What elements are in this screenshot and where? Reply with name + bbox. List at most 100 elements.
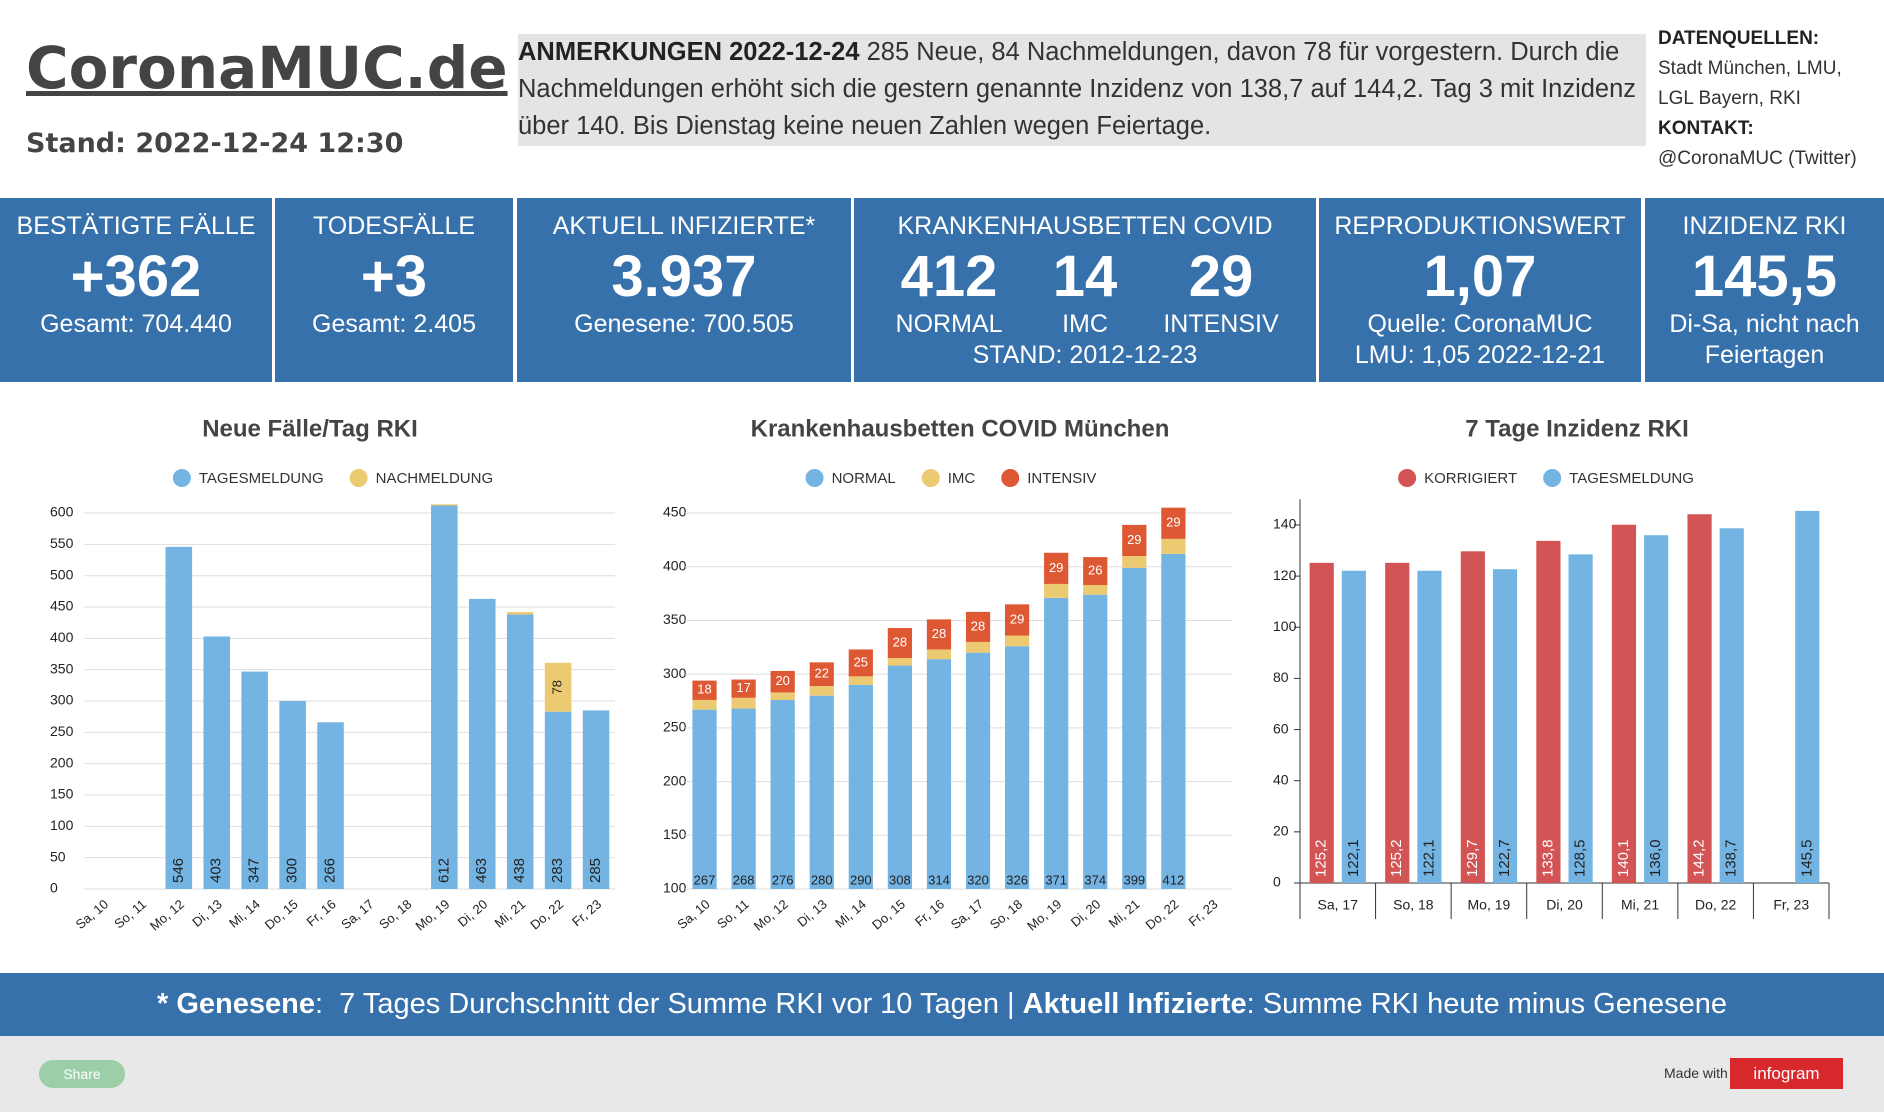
kpi-label: INZIDENZ RKI	[1682, 212, 1847, 240]
chart-title: 7 Tage Inzidenz RKI	[1465, 415, 1689, 442]
x-tick-label: Mi, 14	[226, 896, 263, 930]
value-label: 283	[549, 858, 566, 883]
y-tick-label: 550	[50, 535, 74, 551]
share-button[interactable]: Share	[39, 1060, 125, 1088]
value-label: 326	[1006, 872, 1028, 887]
sources-heading: DATENQUELLEN:	[1658, 28, 1820, 49]
y-tick-label: 0	[1273, 874, 1281, 890]
x-tick-label: Do, 22	[1143, 896, 1182, 932]
bar	[431, 504, 458, 506]
kpi-card: REPRODUKTIONSWERT 1,07 Quelle: CoronaMUC…	[1319, 198, 1641, 382]
contact: @CoronaMUC (Twitter)	[1658, 148, 1857, 169]
bar	[965, 611, 991, 642]
bar	[317, 722, 344, 889]
x-tick-label: Sa, 17	[338, 896, 376, 932]
bar	[468, 598, 496, 889]
legend-label: IMC	[948, 470, 976, 487]
kpi-card: INZIDENZ RKI 145,5 Di-Sa, nicht nach Fei…	[1645, 198, 1884, 382]
bar	[809, 695, 834, 889]
value-label: 136,0	[1647, 839, 1664, 877]
bar	[1611, 524, 1637, 883]
x-tick-label: Mo, 19	[1024, 896, 1064, 933]
legend: TAGESMELDUNG NACHMELDUNG	[172, 469, 493, 487]
value-label: 144,2	[1691, 839, 1708, 877]
x-tick-label: Sa, 17	[948, 896, 986, 932]
legend-marker	[1543, 469, 1562, 487]
kpi-sub: LMU: 1,05 2022-12-21	[1354, 341, 1606, 369]
kpi-value: +3	[360, 244, 428, 309]
y-tick-label: 500	[50, 566, 74, 582]
bar	[887, 627, 913, 659]
chart-title: Neue Fälle/Tag RKI	[202, 415, 418, 442]
contact-heading: KONTAKT:	[1658, 118, 1754, 139]
bar	[926, 619, 952, 650]
bar	[544, 662, 572, 712]
value-label: 78	[550, 680, 565, 694]
footer-text: : 7 Tages Durchschnitt der Summe RKI vor…	[314, 988, 1023, 1020]
y-tick-label: 350	[663, 611, 687, 627]
value-label: 29	[1166, 515, 1180, 530]
y-tick-label: 450	[663, 504, 687, 520]
legend: KORRIGIERT TAGESMELDUNG	[1398, 469, 1694, 487]
x-tick-label: Fr, 16	[304, 896, 339, 929]
bar	[770, 692, 795, 700]
y-tick-label: 150	[50, 786, 74, 802]
value-label: 29	[1049, 560, 1063, 575]
kpi-value: 1,07	[1423, 244, 1537, 309]
legend-label: TAGESMELDUNG	[199, 470, 324, 487]
kpi-card: TODESFÄLLE +3 Gesamt: 2.405	[275, 198, 513, 382]
bottom-bar	[0, 1036, 1884, 1112]
value-label: 133,8	[1539, 839, 1556, 877]
bar	[1568, 554, 1593, 883]
value-label: 128,5	[1572, 839, 1589, 877]
bar	[203, 636, 231, 889]
bar	[692, 680, 717, 700]
bar	[1644, 535, 1669, 883]
x-tick-label: Do, 22	[1695, 897, 1736, 913]
y-tick-label: 100	[663, 880, 687, 896]
bar	[1536, 540, 1561, 883]
value-label: 145,5	[1798, 839, 1815, 877]
y-tick-label: 250	[663, 719, 687, 735]
x-tick-label: Sa, 10	[674, 896, 712, 932]
kpi-card: AKTUELL INFIZIERTE* 3.937 Genesene: 700.…	[517, 198, 851, 382]
bar	[1083, 557, 1108, 586]
value-label: 320	[967, 872, 989, 887]
bar	[1122, 556, 1147, 568]
x-tick-label: Fr, 23	[1185, 896, 1220, 929]
source-line: LGL Bayern, RKI	[1658, 88, 1801, 109]
kpi-value: 29	[1188, 244, 1254, 309]
value-label: 285	[587, 858, 604, 883]
x-tick-label: Di, 20	[1068, 896, 1104, 929]
y-tick-label: 120	[1273, 567, 1297, 583]
bar	[1161, 538, 1186, 554]
y-tick-label: 400	[663, 557, 687, 573]
bar	[887, 658, 913, 666]
value-label: 412	[1163, 872, 1185, 887]
kpi-label: TODESFÄLLE	[312, 212, 476, 240]
bar	[1122, 524, 1147, 557]
value-label: 122,1	[1345, 839, 1362, 877]
kpi-label: AKTUELL INFIZIERTE*	[552, 212, 816, 240]
value-label: 125,2	[1313, 839, 1330, 877]
value-label: 29	[1010, 611, 1024, 626]
value-label: 28	[893, 634, 907, 649]
y-tick-label: 400	[50, 629, 74, 645]
value-label: 25	[854, 654, 868, 669]
footer-bold: * Genesene	[157, 988, 315, 1020]
x-tick-label: So, 18	[1393, 897, 1434, 913]
y-tick-label: 100	[50, 817, 74, 833]
stand: Stand: 2022-12-24 12:30	[26, 128, 404, 159]
value-label: 374	[1084, 872, 1106, 887]
value-label: 129,7	[1464, 839, 1481, 877]
y-tick-label: 40	[1273, 771, 1289, 787]
bar	[965, 641, 991, 653]
legend-label: NORMAL	[832, 470, 896, 487]
notes: ANMERKUNGEN 2022-12-24 285 Neue, 84 Nach…	[518, 34, 1646, 146]
x-tick-label: Sa, 10	[73, 896, 111, 932]
bar	[1044, 552, 1069, 584]
kpi-sub: INTENSIV	[1163, 310, 1279, 338]
brand[interactable]: infogram	[1730, 1058, 1843, 1089]
x-tick-label: So, 18	[987, 896, 1025, 932]
